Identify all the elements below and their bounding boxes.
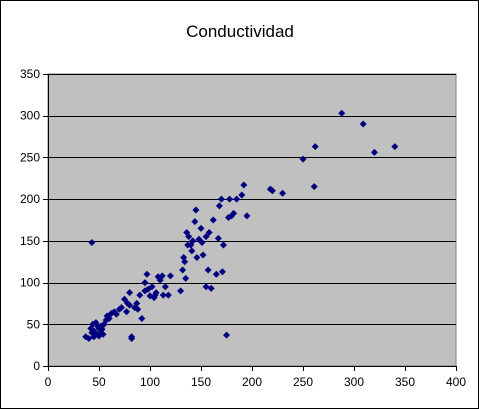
data-point-marker (204, 266, 212, 274)
data-point-marker (370, 148, 378, 156)
data-point-marker (311, 143, 319, 151)
data-point-marker (177, 287, 185, 295)
data-point-marker (164, 291, 172, 299)
x-tick-label: 400 (446, 375, 466, 389)
data-point-marker (152, 289, 160, 297)
data-point-marker (226, 195, 234, 203)
data-point-marker (133, 299, 141, 307)
data-point-marker (207, 284, 215, 292)
data-point-marker (219, 241, 227, 249)
data-point-marker (191, 218, 199, 226)
data-point-marker (112, 310, 120, 318)
data-point-marker (205, 229, 213, 237)
x-tick-label: 50 (92, 375, 106, 389)
y-tick-label: 100 (20, 276, 40, 290)
data-point-marker (189, 237, 197, 245)
chart-title: Conductividad (186, 22, 294, 41)
data-point-marker (117, 304, 125, 312)
data-point-marker (209, 216, 217, 224)
y-axis-tick-labels: 0 50 100 150 200 250 300 350 (20, 67, 40, 373)
data-point-marker (159, 291, 167, 299)
gridlines (48, 74, 456, 325)
y-tick-label: 250 (20, 150, 40, 164)
data-point-marker (161, 283, 169, 291)
data-point-marker (128, 333, 136, 341)
data-point-marker (141, 279, 149, 287)
data-point-marker (233, 195, 241, 203)
data-point-marker (299, 155, 307, 163)
data-point-marker (223, 331, 230, 339)
data-point-marker (214, 234, 222, 242)
data-point-marker (359, 120, 367, 128)
data-point-marker (143, 270, 151, 278)
data-point-marker (217, 195, 225, 203)
data-point-marker (121, 295, 128, 303)
data-point-marker (166, 272, 174, 280)
x-tick-label: 150 (191, 375, 211, 389)
data-point-marker (134, 305, 142, 313)
data-point-marker (215, 202, 223, 210)
data-point-marker (268, 187, 276, 195)
data-point-marker (199, 251, 207, 259)
data-point-marker (99, 330, 107, 338)
data-point-marker (148, 283, 156, 291)
data-point-marker (310, 183, 318, 191)
y-tick-label: 150 (20, 234, 40, 248)
data-point-marker (198, 239, 206, 247)
data-point-marker (338, 109, 346, 117)
data-point-marker (240, 181, 248, 189)
axes (43, 74, 457, 371)
data-point-marker (138, 314, 146, 322)
plot-area (47, 73, 457, 367)
x-tick-label: 300 (344, 375, 364, 389)
x-axis-tick-labels: 0 50 100 150 200 250 300 350 400 (45, 375, 467, 389)
data-point-marker (212, 270, 220, 278)
y-tick-label: 350 (20, 67, 40, 81)
y-tick-label: 0 (33, 359, 40, 373)
plot-background (47, 73, 457, 367)
data-point-marker (88, 239, 96, 247)
data-point-marker (218, 268, 226, 276)
data-point-marker (179, 266, 187, 274)
data-point-marker (105, 314, 113, 322)
data-point-marker (193, 254, 201, 262)
y-tick-label: 50 (27, 317, 41, 331)
data-point-marker (192, 206, 200, 214)
data-point-marker (188, 247, 196, 255)
x-tick-label: 250 (293, 375, 313, 389)
x-tick-label: 350 (395, 375, 415, 389)
data-point-marker (197, 224, 205, 232)
data-point-marker (136, 291, 144, 299)
data-point-marker (98, 325, 106, 333)
data-point-marker (202, 233, 210, 241)
x-tick-label: 0 (45, 375, 52, 389)
data-point-marker (182, 274, 190, 282)
data-point-marker (238, 191, 246, 199)
y-tick-label: 300 (20, 109, 40, 123)
data-point-marker (391, 143, 399, 151)
data-point-marker (185, 233, 193, 241)
y-tick-label: 200 (20, 192, 40, 206)
data-point-marker (126, 301, 134, 309)
data-point-marker (243, 212, 251, 220)
data-point-marker (230, 209, 238, 217)
data-point-marker (123, 308, 131, 316)
x-tick-label: 100 (140, 375, 160, 389)
data-point-marker (126, 289, 134, 297)
data-point-marker (158, 272, 166, 280)
data-point-marker (279, 189, 287, 197)
x-tick-label: 200 (242, 375, 262, 389)
data-point-marker (181, 258, 189, 266)
data-points (82, 109, 399, 342)
